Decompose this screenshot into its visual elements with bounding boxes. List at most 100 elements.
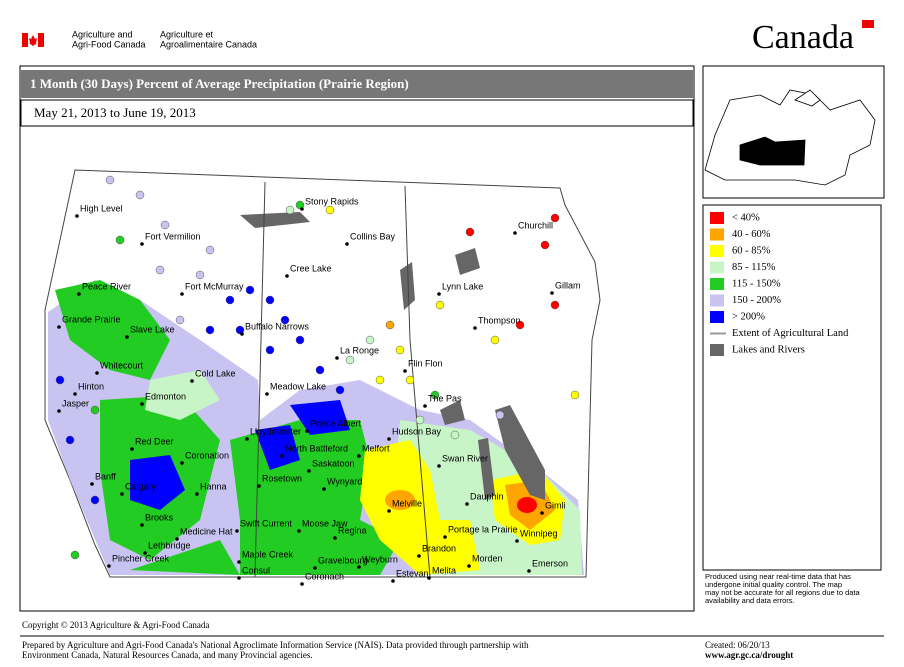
station-dot (490, 335, 500, 345)
org-fr: Agroalimentaire Canada (160, 39, 257, 49)
station-dot (175, 315, 185, 325)
place-label: Swift Current (240, 518, 293, 528)
place-label: Gillam (555, 280, 581, 290)
lake (455, 248, 480, 275)
place-dot (95, 371, 99, 375)
lake (400, 262, 415, 310)
place-label: Regina (338, 525, 367, 535)
place-dot (57, 325, 61, 329)
place-label: Whitecourt (100, 360, 144, 370)
legend-label: 115 - 150% (732, 278, 781, 289)
place-label: La Ronge (340, 345, 379, 355)
place-label: Swan River (442, 453, 488, 463)
place-dot (143, 551, 147, 555)
place-dot (180, 292, 184, 296)
station-dot (135, 190, 145, 200)
station-dot (225, 295, 235, 305)
place-label: Cold Lake (195, 368, 236, 378)
very-wet-region (290, 400, 350, 435)
place-dot (75, 214, 79, 218)
station-dot (195, 270, 205, 280)
place-label: Consul (242, 565, 270, 575)
place-dot (57, 409, 61, 413)
place-dot (305, 429, 309, 433)
place-label: Coronach (305, 571, 344, 581)
place-label: Brooks (145, 512, 174, 522)
station-dot (345, 355, 355, 365)
place-label: Jasper (62, 398, 89, 408)
place-label: Hinton (78, 381, 104, 391)
station-dot (515, 320, 525, 330)
disclaimer-line: may not be accurate for all regions due … (705, 588, 861, 597)
place-dot (285, 274, 289, 278)
org-fr: Agriculture et (160, 29, 214, 39)
legend-label: 85 - 115% (732, 262, 776, 273)
station-dot (90, 495, 100, 505)
main-frame (19, 65, 695, 612)
place-label: Lynn Lake (442, 281, 483, 291)
place-label: Saskatoon (312, 458, 355, 468)
place-dot (467, 564, 471, 568)
place-label: Prince Albert (310, 418, 362, 428)
place-label: Estevan (396, 568, 429, 578)
place-dot (357, 565, 361, 569)
lake (240, 212, 310, 228)
place-dot (403, 369, 407, 373)
legend-swatch (710, 212, 724, 224)
place-label: Maple Creek (242, 549, 294, 559)
place-dot (322, 487, 326, 491)
place-dot (107, 564, 111, 568)
place-label: Cree Lake (290, 263, 332, 273)
place-dot (423, 404, 427, 408)
place-dot (140, 242, 144, 246)
place-dot (265, 392, 269, 396)
very-wet-region (255, 425, 300, 470)
place-dot (235, 529, 239, 533)
disclaimer-line: Produced using near real-time data that … (705, 572, 851, 581)
place-label: Grande Prairie (62, 314, 121, 324)
wet-region (130, 540, 240, 575)
place-label: The Pas (428, 393, 462, 403)
province-border (254, 181, 266, 578)
place-label: Banff (95, 471, 116, 481)
legend-frame (702, 204, 882, 571)
place-dot (300, 207, 304, 211)
station-dot (415, 415, 425, 425)
legend: < 40% 40 - 60% 60 - 85% 85 - 115% 115 - 150%… (710, 212, 849, 356)
place-dot (335, 356, 339, 360)
place-label: Winnipeg (520, 528, 558, 538)
place-dot (195, 492, 199, 496)
station-dot (465, 227, 475, 237)
driest-region (517, 497, 537, 513)
place-label: Lethbridge (148, 540, 191, 550)
station-dot (265, 295, 275, 305)
place-label: High Level (80, 203, 123, 213)
place-dot (313, 566, 317, 570)
place-label: Dauphin (470, 491, 504, 501)
station-dot (90, 405, 100, 415)
place-label: Pincher Creek (112, 553, 170, 563)
place-dot (130, 447, 134, 451)
station-dot (280, 315, 290, 325)
disclaimer-line: availability and data errors. (705, 596, 795, 605)
place-label: Fort Vermilion (145, 231, 201, 241)
place-dot (550, 291, 554, 295)
very-wet-region (130, 455, 185, 510)
station-dot (265, 345, 275, 355)
org-en: Agri-Food Canada (72, 39, 146, 49)
place-label: Melfort (362, 443, 390, 453)
station-dot (205, 325, 215, 335)
place-label: North Battleford (285, 443, 348, 453)
place-dot (333, 536, 337, 540)
place-label: Lloydminster (250, 426, 301, 436)
place-dot (140, 523, 144, 527)
place-dot (280, 454, 284, 458)
place-label: Stony Rapids (305, 196, 359, 206)
legend-label: < 40% (732, 212, 760, 223)
disclaimer: Produced using near real-time data that … (705, 572, 861, 605)
place-label: Gravelbourg (318, 555, 368, 565)
created: Created: 06/20/13 (705, 640, 770, 650)
place-dot (465, 502, 469, 506)
station-dot (315, 365, 325, 375)
lake (478, 438, 495, 500)
